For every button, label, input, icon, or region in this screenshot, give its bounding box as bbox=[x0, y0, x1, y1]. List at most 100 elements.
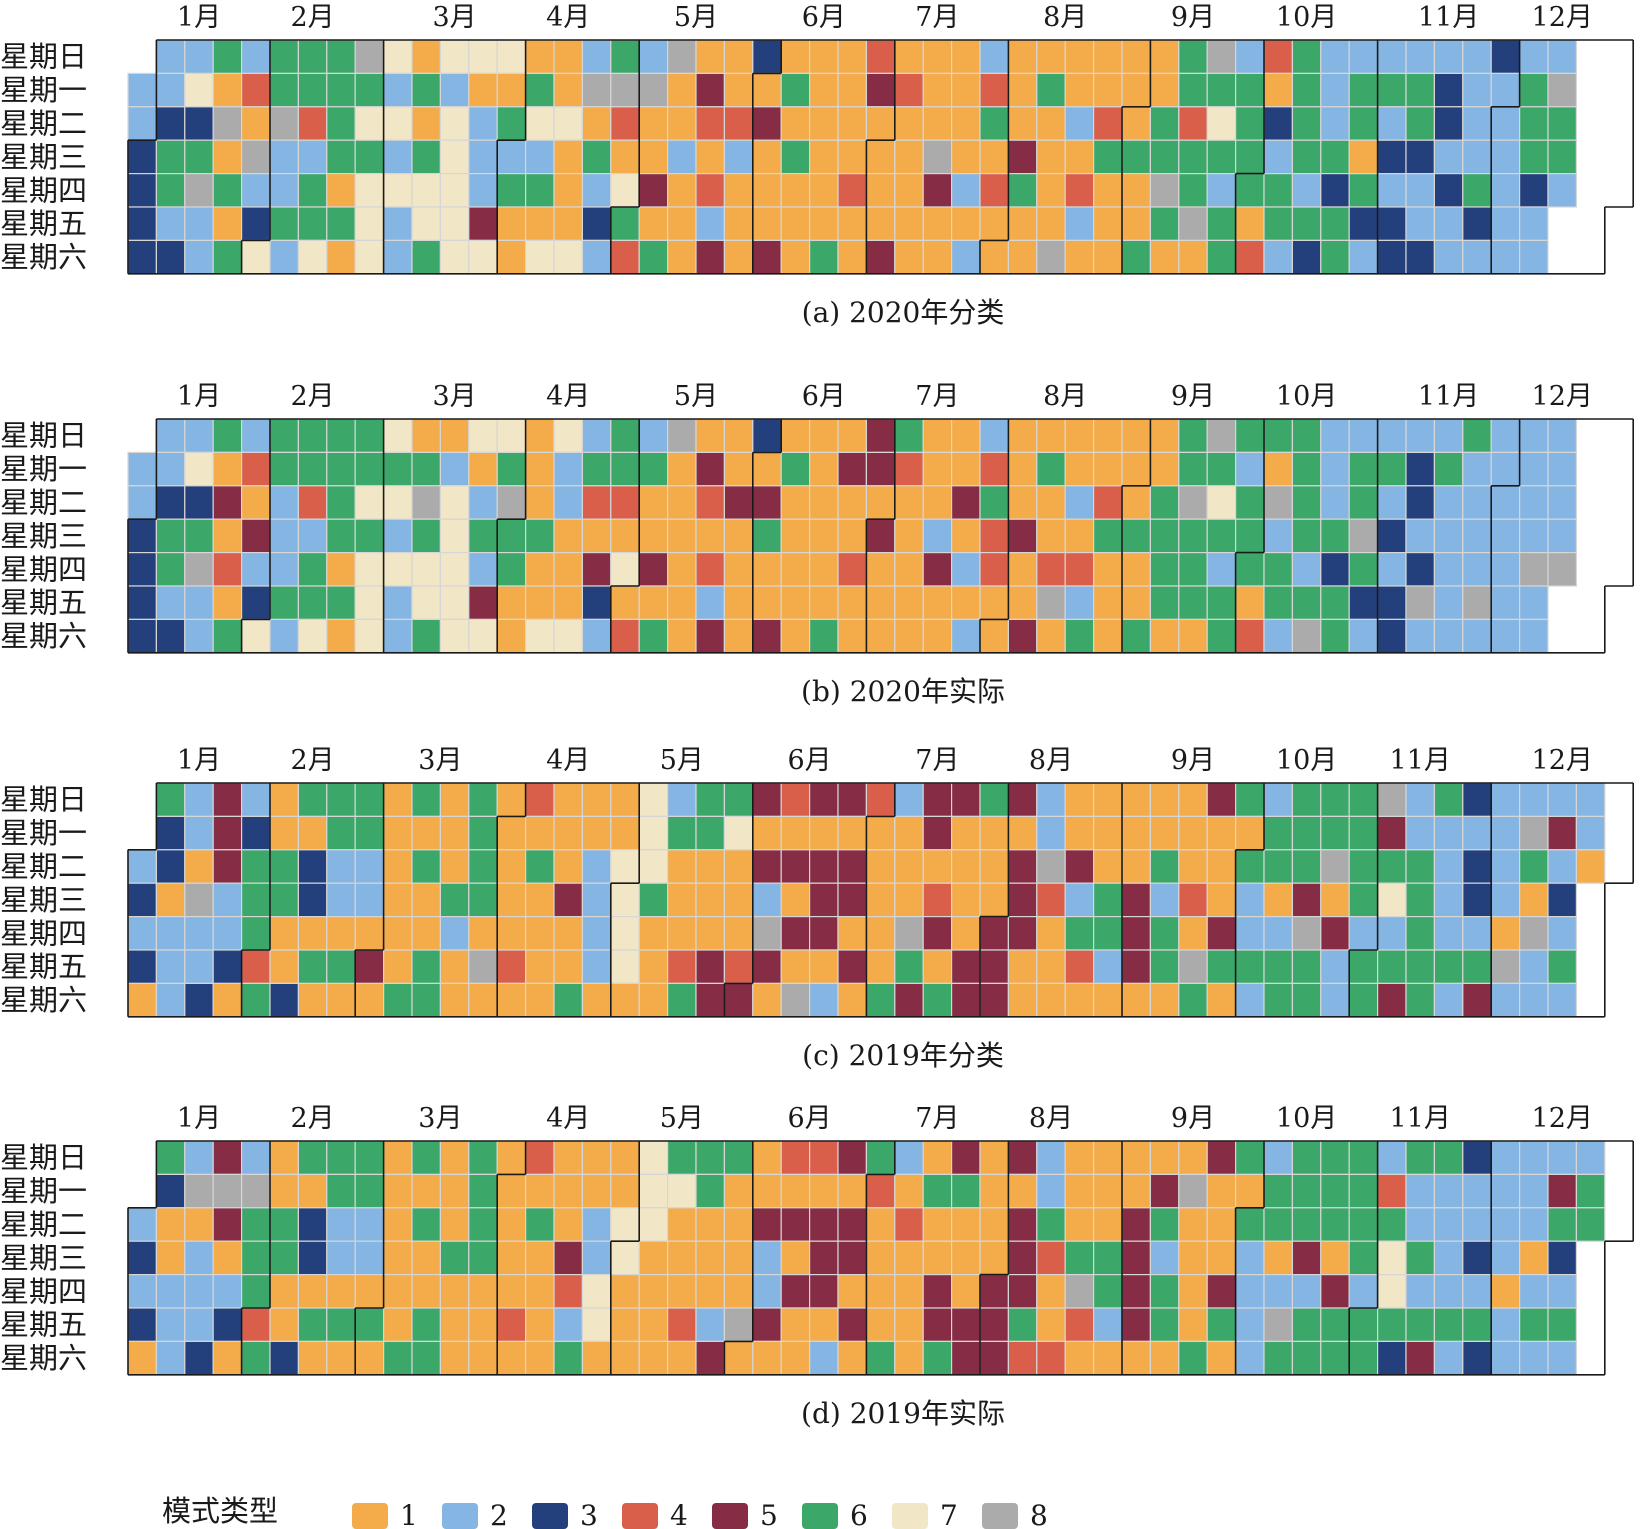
heatmap-cell bbox=[581, 618, 612, 654]
heatmap-cell bbox=[524, 106, 555, 141]
heatmap-cell bbox=[1206, 882, 1237, 918]
heatmap-cell bbox=[666, 982, 697, 1018]
month-label: 10月 bbox=[1276, 381, 1337, 412]
heatmap-cell bbox=[1064, 139, 1095, 175]
heatmap-cell bbox=[184, 1173, 214, 1209]
month-label: 3月 bbox=[433, 381, 477, 412]
heatmap-cell bbox=[752, 1240, 782, 1276]
heatmap-cell bbox=[411, 849, 441, 884]
heatmap-cell bbox=[695, 239, 725, 275]
heatmap-cell bbox=[894, 173, 924, 208]
month-label: 2月 bbox=[291, 381, 335, 412]
heatmap-cell bbox=[184, 1240, 214, 1276]
heatmap-cell bbox=[1234, 849, 1265, 884]
heatmap-cell bbox=[212, 849, 243, 884]
heatmap-cell bbox=[383, 949, 413, 985]
heatmap-cell bbox=[468, 1273, 498, 1309]
heatmap-cell bbox=[1320, 173, 1350, 208]
heatmap-cell bbox=[496, 485, 527, 520]
heatmap-cell bbox=[326, 949, 356, 985]
legend-swatch bbox=[352, 1503, 388, 1529]
heatmap-cell bbox=[752, 1173, 782, 1209]
heatmap-cell bbox=[1405, 139, 1435, 175]
heatmap-cell bbox=[1206, 1340, 1237, 1376]
heatmap-cell bbox=[1263, 206, 1293, 242]
heatmap-cell bbox=[610, 782, 640, 818]
heatmap-cell bbox=[1149, 915, 1180, 951]
month-label: 11月 bbox=[1390, 1103, 1451, 1134]
weekday-label: 星期四 bbox=[0, 173, 87, 207]
heatmap-cell bbox=[1092, 72, 1123, 108]
heatmap-cell bbox=[666, 518, 697, 554]
heatmap-cell bbox=[496, 518, 527, 554]
heatmap-cell bbox=[326, 485, 356, 520]
heatmap-cell bbox=[468, 139, 498, 175]
heatmap-cell bbox=[865, 451, 896, 487]
heatmap-cell bbox=[1462, 1273, 1492, 1309]
month-label: 7月 bbox=[915, 2, 959, 33]
heatmap-cell bbox=[922, 882, 953, 918]
heatmap-cell bbox=[155, 618, 186, 654]
heatmap-cell bbox=[1149, 485, 1180, 520]
heatmap-cell bbox=[752, 106, 782, 141]
month-label: 3月 bbox=[433, 2, 477, 33]
heatmap-cell bbox=[1121, 949, 1151, 985]
heatmap-cell bbox=[155, 1273, 186, 1309]
heatmap-cell bbox=[837, 206, 867, 242]
heatmap-cell bbox=[241, 1140, 271, 1176]
heatmap-cell bbox=[695, 882, 725, 918]
heatmap-cell bbox=[524, 206, 555, 242]
heatmap-cell bbox=[1092, 782, 1123, 818]
heatmap-cell bbox=[922, 1173, 953, 1209]
heatmap-cell bbox=[297, 206, 328, 242]
heatmap-cell bbox=[894, 618, 924, 654]
heatmap-cell bbox=[553, 1340, 583, 1376]
heatmap-cell bbox=[979, 106, 1009, 141]
heatmap-cell bbox=[780, 882, 811, 918]
heatmap-cell bbox=[808, 1140, 839, 1176]
legend-item-label: 1 bbox=[400, 1499, 418, 1529]
month-label: 12月 bbox=[1532, 381, 1593, 412]
heatmap-cell bbox=[1007, 1273, 1038, 1309]
heatmap-cell bbox=[1518, 1307, 1549, 1343]
heatmap-cell bbox=[1433, 551, 1464, 587]
heatmap-cell bbox=[950, 72, 981, 108]
heatmap-cell bbox=[808, 72, 839, 108]
heatmap-cell bbox=[212, 1240, 243, 1276]
heatmap-cell bbox=[922, 1207, 953, 1242]
heatmap-cell bbox=[638, 106, 669, 141]
heatmap-cell bbox=[1064, 1173, 1095, 1209]
month-borders bbox=[127, 782, 1634, 1018]
heatmap-cell bbox=[1348, 1307, 1379, 1343]
heatmap-cell bbox=[297, 1340, 328, 1376]
heatmap-cell bbox=[695, 782, 725, 818]
heatmap-cell bbox=[723, 485, 754, 520]
legend-swatch bbox=[442, 1503, 478, 1529]
heatmap-cell bbox=[468, 451, 498, 487]
heatmap-cell bbox=[865, 173, 896, 208]
heatmap-cell bbox=[723, 1207, 754, 1242]
heatmap-cell bbox=[1121, 139, 1151, 175]
heatmap-cell bbox=[922, 551, 953, 587]
heatmap-cell bbox=[922, 1340, 953, 1376]
weekday-label: 星期一 bbox=[0, 73, 87, 107]
heatmap-cell bbox=[241, 982, 271, 1018]
heatmap-cell bbox=[780, 39, 811, 75]
heatmap-cell bbox=[979, 206, 1009, 242]
heatmap-cell bbox=[524, 618, 555, 654]
heatmap-cell bbox=[1405, 39, 1435, 75]
heatmap-cell bbox=[1291, 1307, 1322, 1343]
heatmap-cell bbox=[1234, 949, 1265, 985]
heatmap-cell bbox=[241, 106, 271, 141]
heatmap-cell bbox=[1490, 72, 1521, 108]
heatmap-cell bbox=[752, 139, 782, 175]
heatmap-cell bbox=[1433, 585, 1464, 621]
heatmap-cell bbox=[666, 173, 697, 208]
heatmap-cell bbox=[1547, 418, 1577, 454]
heatmap-cell bbox=[1206, 139, 1237, 175]
heatmap-cell bbox=[1433, 849, 1464, 884]
heatmap-cell bbox=[1490, 1340, 1521, 1376]
heatmap-cell bbox=[496, 1307, 527, 1343]
heatmap-cell bbox=[184, 1273, 214, 1309]
heatmap-cell bbox=[326, 1140, 356, 1176]
